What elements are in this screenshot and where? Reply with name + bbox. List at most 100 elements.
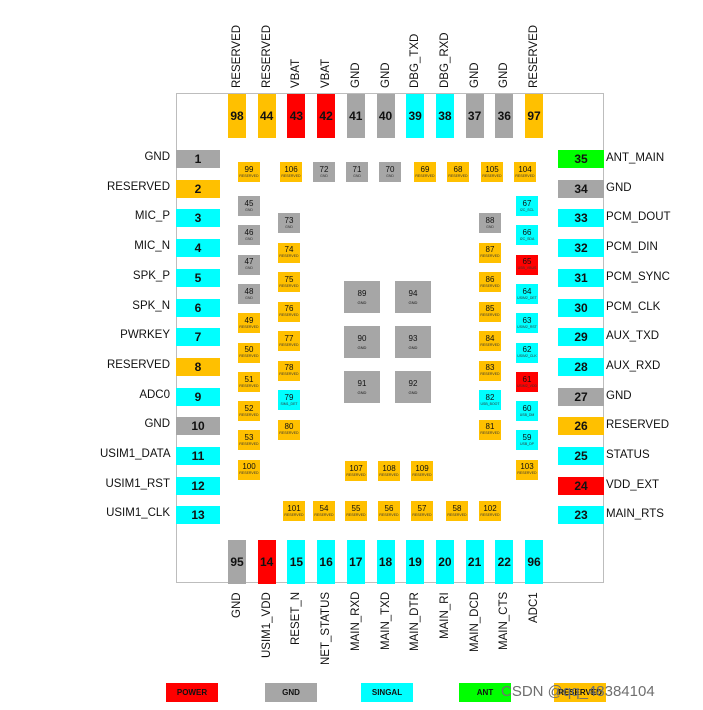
left-pin-8: 8: [176, 357, 220, 376]
inner-pin-102: 102 RESERVED: [479, 501, 501, 521]
pin-number: 69: [420, 164, 430, 174]
pin-signal: RESERVED: [346, 512, 366, 517]
inner-pin-62: 62 USIM2_CLK: [516, 342, 538, 363]
pin-label-44: RESERVED: [260, 24, 273, 88]
right-pin-31: 31: [558, 268, 604, 287]
inner-pin-75: 75 RESERVED: [278, 272, 300, 292]
pin-signal: USIM2_VDD: [516, 383, 538, 388]
pin-signal: GND: [245, 207, 253, 212]
pin-label-34: GND: [606, 181, 632, 194]
pin-label-5: SPK_P: [132, 269, 170, 282]
top-pin-37: 37: [465, 94, 484, 138]
right-pin-34: 34: [558, 179, 604, 198]
pin-signal: GND: [357, 390, 367, 395]
pin-label-2: RESERVED: [106, 180, 170, 193]
pin-number: 16: [319, 555, 333, 569]
pin-label-13: USIM1_CLK: [106, 507, 170, 520]
inner-pin-76: 76 RESERVED: [278, 301, 300, 322]
top-pin-97: 97: [525, 94, 543, 138]
pin-number: 52: [244, 403, 254, 413]
pin-number: 85: [485, 304, 495, 314]
pin-label-12: USIM1_RST: [105, 477, 170, 490]
pin-number: 73: [284, 215, 294, 225]
bottom-pin-18: 18: [376, 540, 395, 584]
inner-pin-47: 47 GND: [238, 254, 260, 275]
bottom-pin-15: 15: [287, 540, 306, 584]
pin-label-1: GND: [144, 151, 170, 163]
pin-number: 35: [574, 152, 588, 166]
pin-label-23: MAIN_RTS: [606, 508, 664, 521]
pin-number: 104: [518, 164, 532, 174]
pin-signal: RESERVED: [480, 372, 500, 377]
pin-number: 106: [284, 164, 298, 174]
pin-signal: RESERVED: [412, 512, 432, 517]
inner-pin-52: 52 RESERVED: [238, 401, 260, 422]
right-pin-30: 30: [558, 298, 604, 317]
pin-label-96: ADC1: [528, 592, 540, 623]
top-pin-38: 38: [435, 94, 454, 138]
pin-number: 44: [260, 109, 274, 123]
pin-number: 56: [384, 503, 394, 513]
pin-label-21: MAIN_DCD: [468, 591, 481, 652]
pin-number: 28: [574, 359, 588, 374]
pin-number: 40: [378, 109, 393, 123]
pin-number: 55: [351, 503, 361, 513]
inner-pin-71: 71 GND: [346, 162, 368, 182]
pin-number: 29: [574, 330, 588, 345]
inner-pin-68: 68 RESERVED: [447, 162, 469, 182]
right-pin-33: 33: [558, 209, 604, 228]
inner-pin-99: 99 RESERVED: [238, 162, 260, 182]
top-pin-40: 40: [376, 94, 395, 138]
inner-pin-60: 60 USB_DM: [516, 401, 538, 422]
pin-number: 3: [194, 211, 202, 226]
pin-label-19: MAIN_DTR: [409, 592, 422, 651]
pin-number: 5: [194, 270, 202, 285]
pin-number: 50: [244, 345, 254, 355]
pin-label-6: SPK_N: [132, 299, 170, 312]
pin-number: 4: [194, 241, 202, 256]
pin-number: 88: [485, 215, 495, 225]
pin-number: 1: [194, 152, 202, 166]
pin-number: 48: [244, 286, 254, 296]
pin-number: 75: [284, 274, 294, 284]
pin-signal: USIM2_DET: [517, 295, 537, 300]
pin-number: 102: [483, 503, 497, 513]
pin-number: 74: [284, 245, 294, 255]
pin-number: 10: [191, 419, 205, 434]
center-pin-93: 93 GND: [395, 326, 431, 358]
pin-number: 14: [260, 555, 274, 569]
pin-number: 15: [289, 555, 304, 569]
pin-number: 80: [284, 422, 294, 432]
inner-pin-100: 100 RESERVED: [238, 459, 260, 480]
pin-label-43: VBAT: [290, 58, 303, 88]
pin-signal: GND: [408, 345, 418, 350]
pin-signal: GND: [320, 173, 328, 178]
pin-signal: RESERVED: [480, 512, 500, 517]
pin-label-37: GND: [468, 62, 481, 88]
pin-number: 87: [485, 245, 495, 255]
pin-signal: RESERVED: [379, 512, 399, 517]
pin-label-32: PCM_DIN: [606, 241, 658, 254]
pin-number: 67: [522, 198, 532, 208]
pin-label-41: GND: [349, 62, 362, 88]
legend-singal: SINGAL: [361, 683, 413, 702]
right-pin-35: 35: [558, 150, 604, 168]
left-pin-5: 5: [176, 268, 220, 287]
pin-number: 33: [574, 211, 588, 226]
pin-signal: RESERVED: [279, 254, 299, 259]
pin-signal: GND: [285, 224, 293, 229]
pin-label-26: RESERVED: [606, 419, 670, 432]
pin-signal: GND: [245, 266, 253, 271]
inner-pin-48: 48 GND: [238, 283, 260, 304]
pin-signal: GND: [357, 300, 367, 305]
pin-label-16: NET_STATUS: [320, 591, 333, 665]
pin-number: 18: [378, 555, 393, 569]
watermark: CSDN @qq_48384104: [501, 683, 655, 700]
pin-number: 45: [244, 198, 254, 208]
pin-number: 66: [522, 228, 532, 238]
pin-number: 94: [408, 289, 418, 298]
pin-number: 98: [230, 109, 244, 123]
inner-pin-88: 88 GND: [479, 213, 501, 233]
pin-number: 63: [522, 315, 532, 325]
